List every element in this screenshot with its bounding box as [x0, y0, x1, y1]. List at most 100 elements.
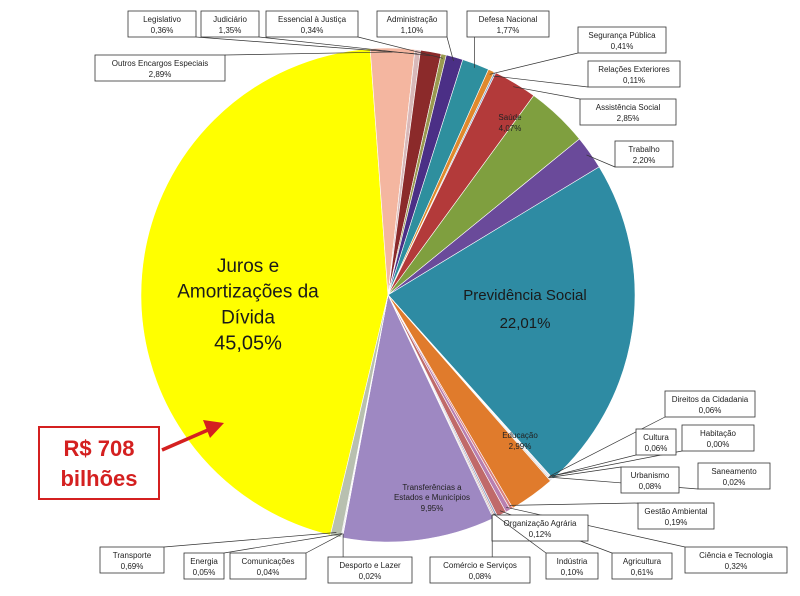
label-box-relacoes-exteriores — [587, 60, 681, 88]
pie-slice-juros-e-amortizacoes-da-divida — [140, 48, 389, 536]
leader-line-direitos-da-cidadania — [549, 416, 666, 477]
label-box-defesa-nacional — [466, 10, 550, 38]
pie-slice-previdencia-social — [387, 166, 636, 480]
value-cultura: 0,06% — [645, 444, 668, 453]
label-comercio-e-servicos: Comércio e Serviços — [443, 561, 517, 570]
leader-line-transporte — [163, 532, 337, 548]
label-organizacao-agraria: Organização Agrária — [504, 519, 577, 528]
leader-line-comunicacoes — [305, 533, 343, 554]
value-industria: 0,10% — [561, 568, 584, 577]
label-outros-encargos-especiais: Outros Encargos Especiais — [112, 59, 209, 68]
callout-amount: R$ 708 — [63, 436, 135, 461]
value-essencial-a-justica: 0,34% — [301, 26, 324, 35]
leader-line-industria — [493, 513, 547, 554]
label-transporte: Transporte — [113, 551, 152, 560]
label-box-organizacao-agraria — [491, 514, 589, 542]
value-defesa-nacional: 1,77% — [497, 26, 520, 35]
label-habitacao: Habitação — [700, 429, 737, 438]
label-box-cultura — [635, 428, 677, 456]
value-energia: 0,05% — [193, 568, 216, 577]
value-desporto-e-lazer: 0,02% — [359, 572, 382, 581]
label-box-gestao-ambiental — [637, 502, 715, 530]
value-ciencia-e-tecnologia: 0,32% — [725, 562, 748, 571]
value-previdencia-social: 22,01% — [500, 315, 551, 332]
label-box-urbanismo — [620, 466, 680, 494]
leader-line-assistencia-social — [513, 86, 581, 100]
leader-line-urbanismo — [548, 466, 622, 478]
label-previdencia-social: Previdência Social — [463, 287, 586, 304]
label-box-direitos-da-cidadania — [664, 390, 756, 418]
label-box-seguranca-publica — [577, 26, 667, 54]
value-judiciario: 1,35% — [219, 26, 242, 35]
label-box-essencial-a-justica — [265, 10, 359, 38]
label-box-transporte — [99, 546, 165, 574]
label-box-industria — [545, 552, 599, 580]
value-seguranca-publica: 0,41% — [611, 42, 634, 51]
label-box-habitacao — [681, 424, 755, 452]
value-comercio-e-servicos: 0,08% — [469, 572, 492, 581]
value-juros-e-amortizacoes-da-divida: 45,05% — [214, 332, 282, 354]
label-cultura: Cultura — [643, 433, 669, 442]
label-legislativo: Legislativo — [143, 15, 181, 24]
value-trabalho: 2,20% — [633, 156, 656, 165]
value-organizacao-agraria: 0,12% — [529, 530, 552, 539]
value-educacao: 2,99% — [509, 442, 532, 451]
callout-arrow-head — [203, 420, 224, 438]
value-transferencias-a-estados-e-municipios: 9,95% — [421, 504, 444, 513]
leader-line-judiciario — [258, 36, 431, 57]
value-administracao: 1,10% — [401, 26, 424, 35]
label-box-assistencia-social — [579, 98, 677, 126]
label-essencial-a-justica: Essencial à Justiça — [278, 15, 347, 24]
value-saneamento: 0,02% — [723, 478, 746, 487]
value-gestao-ambiental: 0,19% — [665, 518, 688, 527]
label-administracao: Administração — [387, 15, 438, 24]
label-agricultura: Agricultura — [623, 557, 662, 566]
label-box-energia — [183, 552, 225, 580]
label-box-trabalho — [614, 140, 674, 168]
leader-line-administracao — [446, 36, 454, 62]
total-callout: R$ 708 bilhões — [38, 426, 160, 500]
value-transporte: 0,69% — [121, 562, 144, 571]
pie-slices — [140, 47, 636, 543]
leader-line-ciencia-e-tecnologia — [506, 506, 686, 548]
value-legislativo: 0,36% — [151, 26, 174, 35]
label-box-ciencia-e-tecnologia — [684, 546, 788, 574]
value-agricultura: 0,61% — [631, 568, 654, 577]
label-saneamento: Saneamento — [711, 467, 757, 476]
leader-line-seguranca-publica — [489, 52, 579, 75]
label-judiciario: Judiciário — [213, 15, 247, 24]
label-saude: Saúde — [498, 113, 522, 122]
leader-line-outros-encargos-especiais — [224, 51, 393, 56]
label-comunicacoes: Comunicações — [242, 557, 295, 566]
label-box-comunicacoes — [229, 552, 307, 580]
label-urbanismo: Urbanismo — [631, 471, 670, 480]
value-comunicacoes: 0,04% — [257, 568, 280, 577]
leader-line-trabalho — [586, 154, 616, 168]
label-relacoes-exteriores: Relações Exteriores — [598, 65, 670, 74]
value-saude: 4,07% — [499, 124, 522, 133]
pie-slice-transferencias-a-estados-e-municipios — [342, 294, 494, 543]
value-assistencia-social: 2,85% — [617, 114, 640, 123]
label-trabalho: Trabalho — [628, 145, 660, 154]
value-urbanismo: 0,08% — [639, 482, 662, 491]
label-ciencia-e-tecnologia: Ciência e Tecnologia — [699, 551, 773, 560]
label-box-desporto-e-lazer — [327, 556, 413, 584]
leader-line-energia — [223, 533, 343, 554]
label-defesa-nacional: Defesa Nacional — [479, 15, 538, 24]
label-desporto-e-lazer: Desporto e Lazer — [339, 561, 401, 570]
label-juros-e-amortizacoes-da-divida: Juros e Amortizações da Dívida — [177, 256, 319, 328]
callout-unit: bilhões — [60, 466, 138, 491]
leader-line-cultura — [549, 454, 637, 478]
label-box-saneamento — [697, 462, 771, 490]
value-direitos-da-cidadania: 0,06% — [699, 406, 722, 415]
leader-line-relacoes-exteriores — [493, 75, 589, 88]
label-box-comercio-e-servicos — [429, 556, 531, 584]
callout-arrow-shaft — [161, 428, 209, 452]
label-box-legislativo — [127, 10, 197, 38]
value-outros-encargos-especiais: 2,89% — [149, 70, 172, 79]
label-educacao: Educação — [502, 431, 538, 440]
leader-line-gestao-ambiental — [509, 502, 639, 506]
label-gestao-ambiental: Gestão Ambiental — [644, 507, 707, 516]
label-box-judiciario — [200, 10, 260, 38]
